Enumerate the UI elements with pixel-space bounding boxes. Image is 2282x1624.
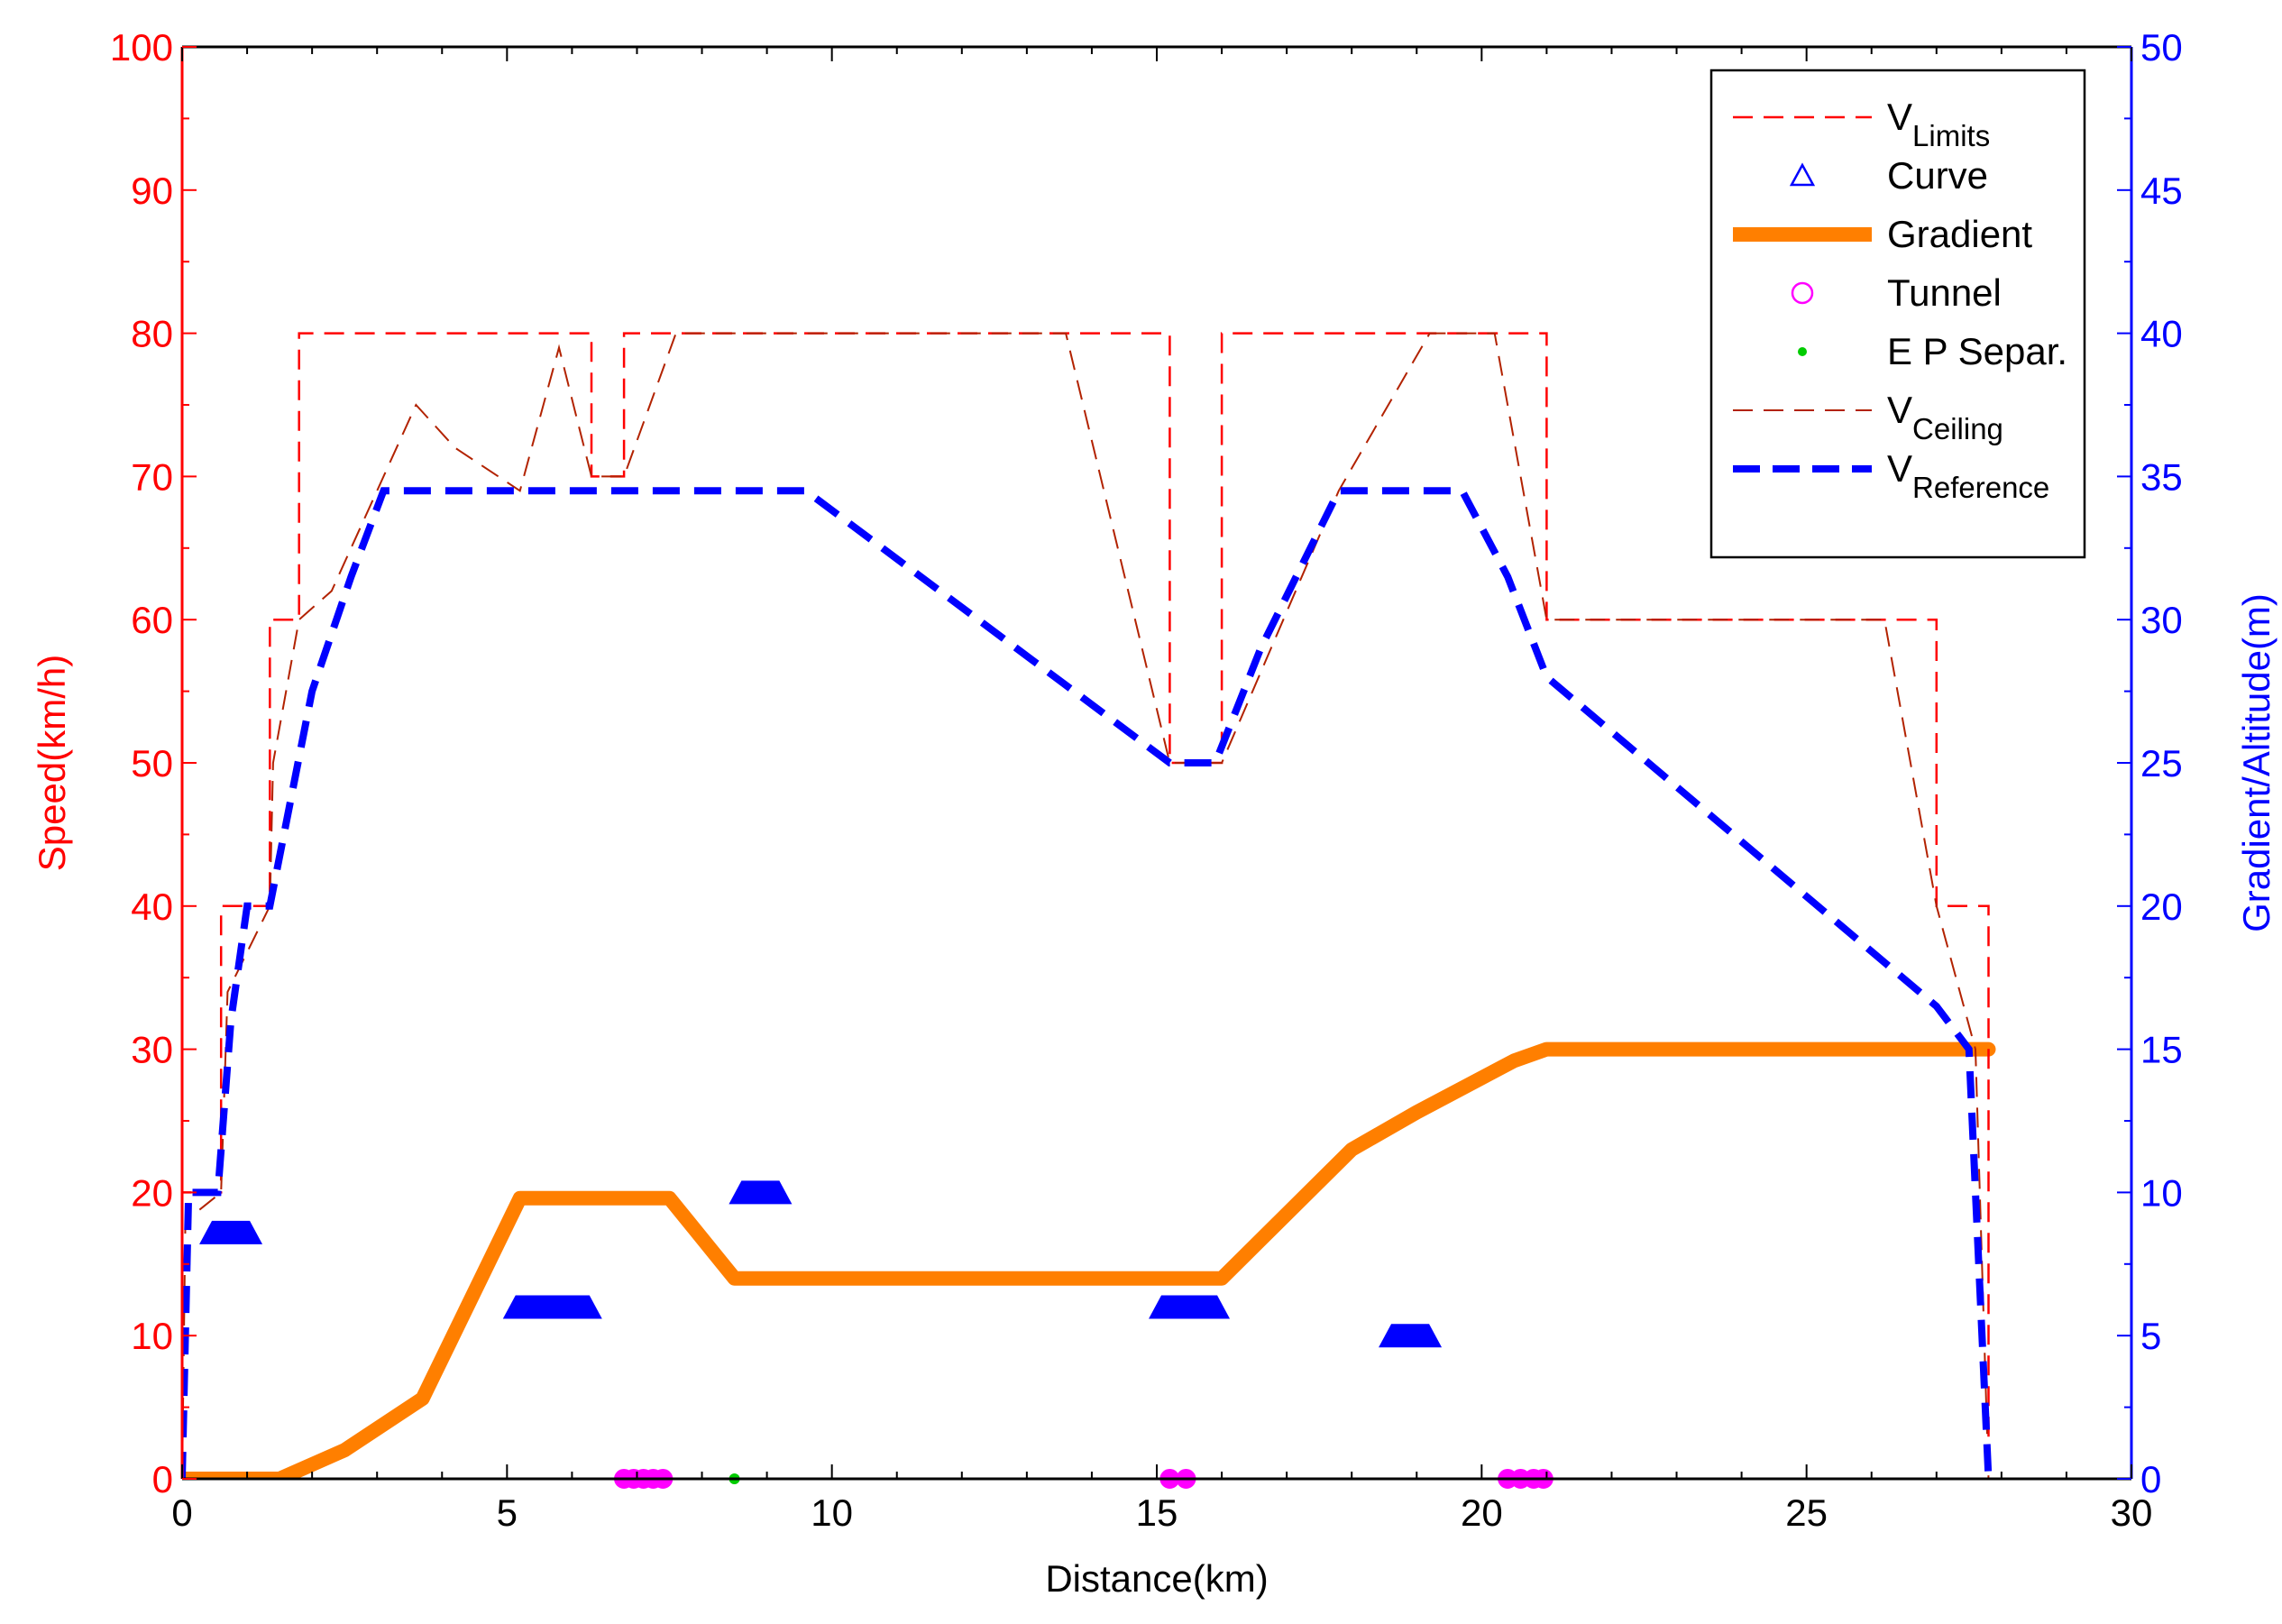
- legend-item-v-limits: VLimits: [1733, 96, 1990, 152]
- y-right-tick-label: 15: [2140, 1029, 2183, 1071]
- legend-item-v-reference: VReference: [1733, 447, 2049, 504]
- y-right-tick-label: 40: [2140, 313, 2183, 355]
- y-right-tick-label: 45: [2140, 170, 2183, 212]
- x-tick-label: 5: [497, 1491, 518, 1534]
- y-right-tick-label: 5: [2140, 1315, 2161, 1357]
- x-tick-label: 30: [2111, 1491, 2153, 1534]
- curve-marker: [199, 1220, 263, 1244]
- y-left-tick-label: 70: [131, 455, 173, 498]
- y-left-tick-label: 0: [152, 1458, 173, 1500]
- series-layer: [182, 332, 1996, 1479]
- x-tick-label: 0: [171, 1491, 192, 1534]
- legend-sample-tunnel: [1791, 281, 1814, 305]
- curve-marker: [1379, 1324, 1443, 1348]
- y-right-tick-label: 10: [2140, 1171, 2183, 1214]
- y-right-tick-label: 30: [2140, 599, 2183, 641]
- y-left-tick-label: 80: [131, 313, 173, 355]
- legend-label: Gradient: [1887, 213, 2032, 255]
- x-tick-label: 10: [811, 1491, 853, 1534]
- legend-label: VLimits: [1887, 96, 1990, 152]
- legend-label: Curve: [1887, 154, 1988, 197]
- y-right-tick-label: 0: [2140, 1458, 2161, 1500]
- y-left-tick-label: 30: [131, 1029, 173, 1071]
- y-left-tick-label: 40: [131, 885, 173, 928]
- legend-sample-curve: [1789, 162, 1816, 187]
- y-left-tick-label: 50: [131, 742, 173, 784]
- legend-label: E P Separ.: [1887, 330, 2067, 372]
- marker-layer: [199, 1180, 1553, 1489]
- y-right-axis-title: Gradient/Altitude(m): [2235, 593, 2277, 932]
- legend-item-tunnel: Tunnel: [1791, 271, 2002, 314]
- y-left-tick-label: 100: [110, 26, 173, 69]
- series-v-ceiling-line: [182, 332, 1990, 1479]
- y-left-tick-label: 60: [131, 599, 173, 641]
- x-axis-title: Distance(km): [1045, 1557, 1268, 1600]
- legend-label: VCeiling: [1887, 389, 2003, 445]
- legend-item-v-ceiling: VCeiling: [1733, 389, 2003, 445]
- legend-sample-ep-separ: [1798, 347, 1807, 356]
- y-right-tick-label: 50: [2140, 26, 2183, 69]
- x-tick-label: 20: [1461, 1491, 1503, 1534]
- series-v-reference-line: [182, 487, 1993, 1479]
- legend-item-curve: Curve: [1789, 154, 1988, 197]
- curve-marker: [502, 1295, 602, 1319]
- y-right-tick-label: 35: [2140, 455, 2183, 498]
- legend-label: VReference: [1887, 447, 2049, 504]
- x-tick-label: 15: [1136, 1491, 1178, 1534]
- legend-label: Tunnel: [1887, 271, 2002, 314]
- curve-marker: [1149, 1295, 1231, 1319]
- y-right-tick-label: 25: [2140, 742, 2183, 784]
- legend-item-gradient: Gradient: [1733, 213, 2032, 255]
- y-right-tick-label: 20: [2140, 885, 2183, 928]
- y-left-axis-title: Speed(km/h): [31, 655, 73, 871]
- ticks-layer: 0 5 10 15 20 25 300102030405060708090100051015…: [110, 26, 2183, 1534]
- legend-box: [1709, 69, 2086, 559]
- legend-item-ep-separ: E P Separ.: [1798, 330, 2067, 372]
- x-tick-label: 25: [1785, 1491, 1828, 1534]
- y-left-tick-label: 20: [131, 1171, 173, 1214]
- y-left-tick-label: 90: [131, 170, 173, 212]
- curve-marker: [729, 1180, 793, 1205]
- y-left-tick-label: 10: [131, 1315, 173, 1357]
- series-gradient-line: [182, 1041, 1996, 1479]
